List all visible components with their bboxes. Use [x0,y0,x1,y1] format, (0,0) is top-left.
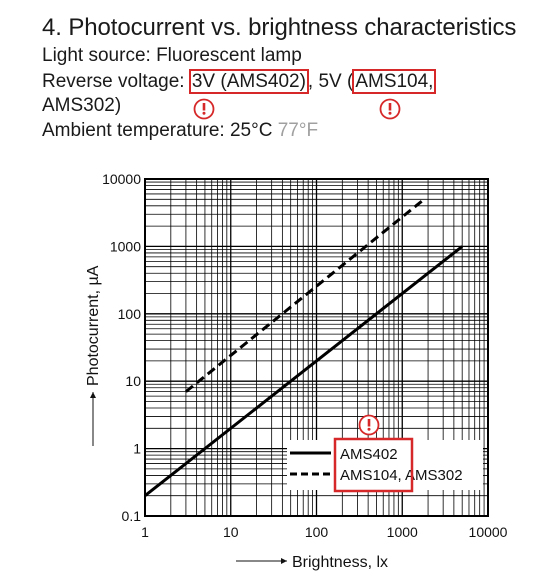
warning-icon-dot [367,427,371,431]
highlight-ams402-voltage: 3V (AMS402) [188,69,309,94]
warning-icon-bar [388,103,392,111]
x-tick-label: 10 [223,524,239,540]
plot-frame [144,178,489,517]
x-tick-label: 100 [305,524,329,540]
ambient-temp-c: Ambient temperature: 25°C [42,120,278,141]
series-line-ams104-ams302 [184,198,426,393]
x-tick-label: 1000 [387,524,418,540]
y-tick-label: 10000 [102,171,141,187]
ambient-temp-f: 77°F [277,120,319,141]
x-tick-label: 1 [141,524,149,540]
y-axis-label: Photocurrent, µA [85,265,102,386]
x-axis-label: Brightness, lx [292,554,388,571]
y-tick-label: 10 [125,373,141,389]
legend: AMS402 AMS104, AMS302 [287,440,483,490]
highlight-ams104-voltage: AMS104, [352,69,437,94]
y-tick-label: 1000 [110,238,141,254]
y-tick-label: 0.1 [122,508,142,524]
warning-icon-dot [388,111,392,115]
reverse-voltage-mid: , 5V ( [307,71,354,92]
warning-icon [193,98,215,120]
warning-icon [358,414,380,436]
page-title: 4. Photocurrent vs. brightness character… [42,14,517,41]
reverse-voltage-cont: AMS302) [42,95,122,116]
y-tick-label: 1 [133,441,141,457]
y-axis-arrowhead [90,392,96,398]
ambient-temp-text: Ambient temperature: 25°C 77°F [42,120,318,142]
warning-icon-bar [367,419,371,427]
legend-label: AMS104, AMS302 [340,467,463,484]
legend-highlight-box [333,437,414,493]
warning-icon-bar [202,103,206,111]
reverse-voltage-text: Reverse voltage: 3V (AMS402), 5V (AMS104… [42,69,437,94]
series-line-ams402 [144,245,464,497]
legend-background [287,440,483,490]
warning-icon [379,98,401,120]
light-source-text: Light source: Fluorescent lamp [42,45,302,66]
x-axis-arrowhead [281,558,287,564]
x-tick-label: 10000 [469,524,508,540]
y-tick-label: 100 [118,306,142,322]
legend-label: AMS402 [340,446,398,463]
reverse-voltage-prefix: Reverse voltage: [42,71,190,92]
warning-icon-dot [202,111,206,115]
